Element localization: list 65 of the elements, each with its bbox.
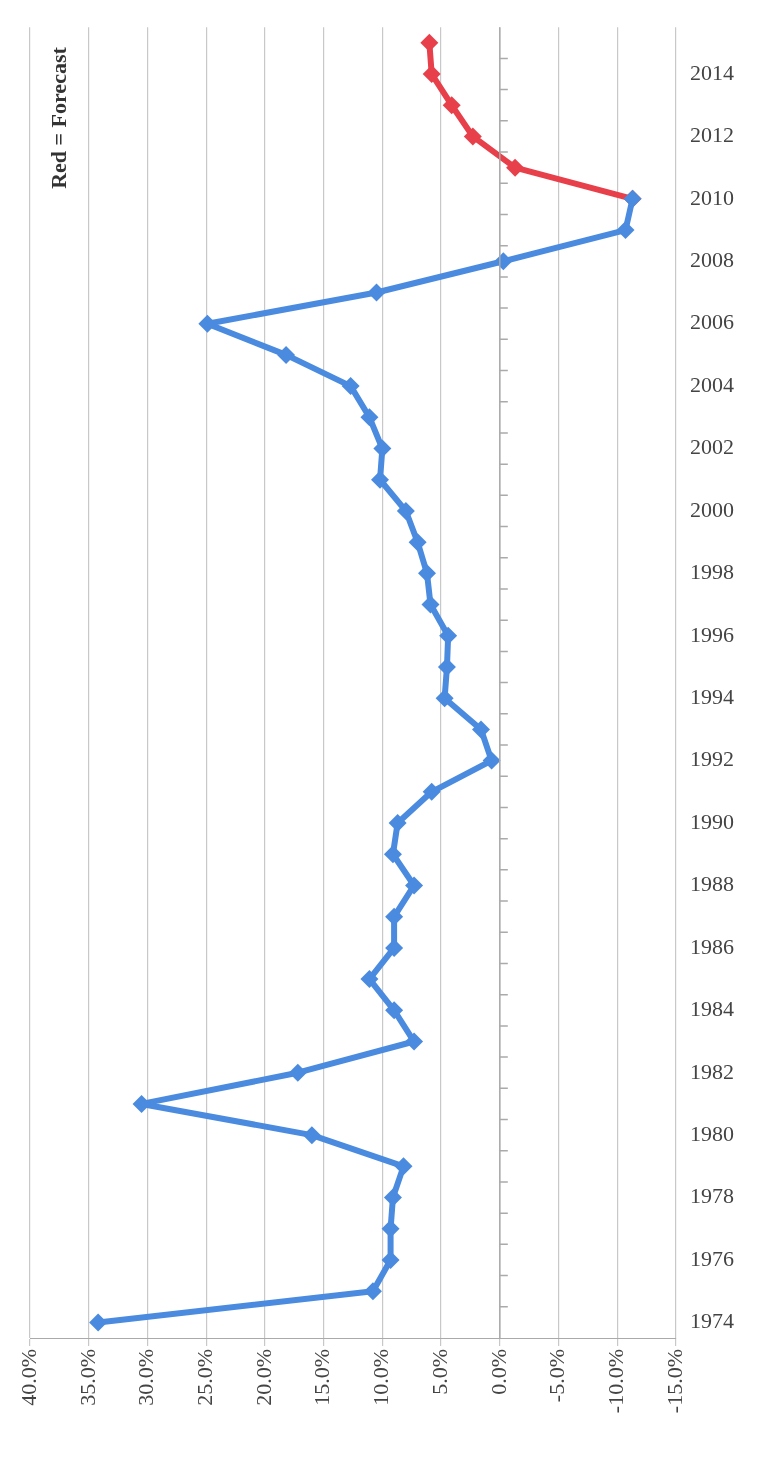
point	[405, 1032, 424, 1051]
point	[422, 782, 441, 801]
y-tick-label: 2010	[690, 184, 734, 210]
y-tick-label: 1982	[690, 1058, 734, 1084]
point	[277, 345, 296, 364]
y-tick-label: 2002	[690, 434, 734, 460]
point	[373, 439, 392, 458]
y-tick-label: 1986	[690, 933, 734, 959]
point	[482, 751, 501, 770]
x-tick-label: 20.0%	[250, 1349, 276, 1406]
x-tick-label: 25.0%	[191, 1349, 217, 1406]
y-tick-label: 2006	[690, 309, 734, 335]
x-tick-label: 35.0%	[74, 1349, 100, 1406]
point	[420, 33, 439, 52]
x-tick-label: -15.0%	[661, 1349, 687, 1414]
point	[422, 65, 441, 84]
y-tick-label: 2012	[690, 122, 734, 148]
point	[405, 876, 424, 895]
point	[463, 127, 482, 146]
y-tick-label: 1990	[690, 808, 734, 834]
y-tick-label: 1984	[690, 996, 734, 1022]
point	[341, 377, 360, 396]
point	[385, 1001, 404, 1020]
point	[383, 1188, 402, 1207]
y-tick-label: 2000	[690, 496, 734, 522]
x-tick-label: 0.0%	[485, 1349, 511, 1395]
point	[360, 970, 379, 989]
x-tick-label: 30.0%	[133, 1349, 159, 1406]
point	[616, 221, 635, 240]
point	[360, 408, 379, 427]
y-tick-label: 1996	[690, 621, 734, 647]
annotation: Red = Forecast	[45, 46, 71, 189]
point	[437, 658, 456, 676]
point	[367, 283, 386, 302]
point	[408, 533, 427, 552]
point	[394, 1157, 413, 1176]
y-tick-label: 1978	[690, 1183, 734, 1209]
point	[472, 720, 491, 739]
y-tick-label: 1976	[690, 1245, 734, 1271]
y-tick-label: 1992	[690, 746, 734, 772]
point	[421, 595, 440, 614]
point	[442, 96, 461, 115]
point	[435, 689, 454, 708]
y-tick-label: 1980	[690, 1120, 734, 1146]
point	[302, 1126, 321, 1145]
x-tick-label: 40.0%	[15, 1349, 41, 1406]
x-tick-label: -10.0%	[603, 1349, 629, 1414]
point	[288, 1063, 307, 1082]
y-tick-label: 1994	[690, 683, 734, 709]
point	[89, 1313, 108, 1332]
x-tick-label: 10.0%	[368, 1349, 394, 1406]
y-tick-label: 2004	[690, 371, 734, 397]
point	[383, 845, 402, 864]
y-tick-label: 1974	[690, 1308, 734, 1334]
y-tick-label: 1988	[690, 871, 734, 897]
x-tick-label: 15.0%	[309, 1349, 335, 1406]
point	[439, 626, 458, 645]
x-tick-label: -5.0%	[544, 1349, 570, 1403]
point	[388, 814, 407, 833]
point	[396, 501, 415, 520]
y-tick-label: 2008	[690, 247, 734, 273]
point	[506, 158, 525, 177]
y-tick-label: 2014	[690, 59, 734, 85]
x-tick-label: 5.0%	[426, 1349, 452, 1395]
y-tick-label: 1998	[690, 559, 734, 585]
